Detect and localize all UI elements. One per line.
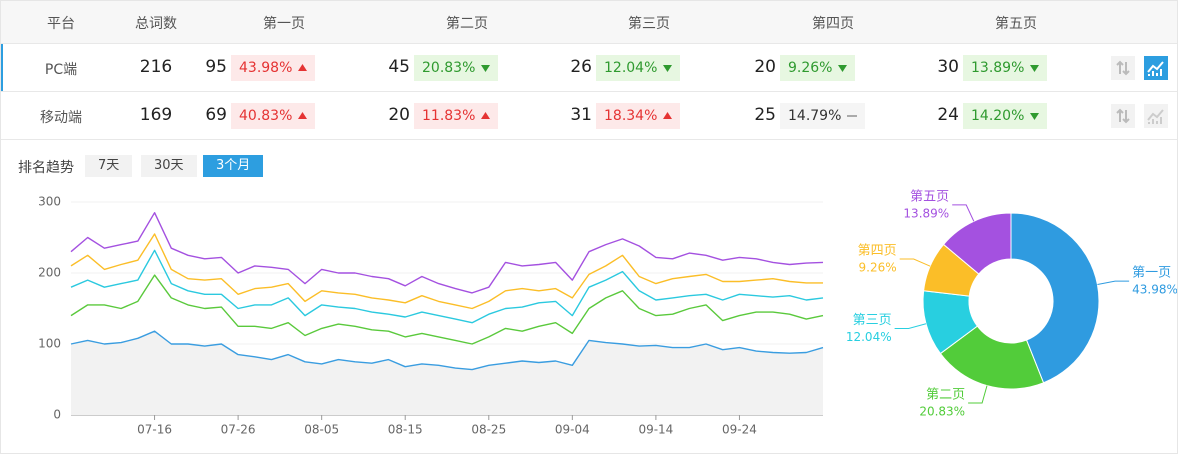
slice-label: 第四页 xyxy=(858,244,897,259)
y-tick-label: 300 xyxy=(38,195,61,209)
percent-text: 18.34% xyxy=(604,108,658,124)
page-percent: 11.83% xyxy=(414,103,499,129)
trend-label: 排名趋势 xyxy=(18,160,74,176)
line xyxy=(70,233,823,310)
x-tick-label: 08-25 xyxy=(471,423,506,437)
label-line xyxy=(952,204,975,222)
y-tick-label: 200 xyxy=(38,266,61,280)
column-header: 第三页 xyxy=(628,16,670,32)
slice-value: 13.89% xyxy=(903,206,949,220)
slice-label: 第五页 xyxy=(910,189,949,204)
percent-text: 20.83% xyxy=(422,60,476,76)
slice-label: 第一页 xyxy=(1132,266,1171,281)
sort-icon[interactable] xyxy=(1111,104,1135,128)
page-count: 45 xyxy=(388,57,410,77)
x-tick-label: 08-15 xyxy=(388,423,423,437)
table-header: 平台 总词数 第一页 第二页 第三页 第四页 第五页 xyxy=(1,1,1177,44)
trend-arrow xyxy=(292,108,308,124)
label-line xyxy=(894,323,927,329)
chart-icon[interactable] xyxy=(1144,56,1168,80)
platform: 移动端 xyxy=(40,110,82,126)
page-count: 24 xyxy=(937,105,959,125)
x-tick-label: 09-14 xyxy=(638,423,673,437)
page-count: 25 xyxy=(754,105,776,125)
trend-arrow xyxy=(1024,60,1040,76)
table-row[interactable]: PC端 216 95 43.98% 45 20.83% 26 12.04% 20 9.26% 30 1… xyxy=(1,44,1177,92)
chart-icon[interactable] xyxy=(1144,104,1168,128)
slice-value: 12.04% xyxy=(846,330,892,344)
label-line xyxy=(899,258,931,267)
label-line xyxy=(968,385,988,404)
page-count: 20 xyxy=(388,105,410,125)
line xyxy=(70,211,824,294)
range-tab[interactable]: 3个月 xyxy=(203,155,264,177)
percent-text: 13.89% xyxy=(971,60,1025,76)
sort-icon[interactable] xyxy=(1111,56,1135,80)
trend-arrow xyxy=(657,108,673,124)
line xyxy=(70,330,824,371)
x-tick-label: 08-05 xyxy=(304,423,339,437)
percent-text: 9.26% xyxy=(788,60,833,76)
page-percent: 12.04% xyxy=(596,55,681,81)
trend-arrow xyxy=(475,60,491,76)
table-row[interactable]: 移动端 169 69 40.83% 20 11.83% 31 18.34% 25 14.79% 24… xyxy=(1,92,1177,140)
page-count: 31 xyxy=(570,105,592,125)
page-count: 20 xyxy=(754,57,776,77)
page-count: 26 xyxy=(570,57,592,77)
slice-label: 第二页 xyxy=(926,387,965,402)
slice-value: 20.83% xyxy=(919,404,965,418)
x-tick-label: 07-16 xyxy=(137,423,172,437)
y-tick-label: 0 xyxy=(53,408,61,422)
range-tab[interactable]: 7天 xyxy=(85,155,133,177)
trend-arrow xyxy=(1024,108,1040,124)
slice-label: 第三页 xyxy=(853,313,892,328)
trend-arrow xyxy=(841,108,858,124)
page-count: 69 xyxy=(205,105,227,125)
range-tab[interactable]: 30天 xyxy=(141,155,197,177)
page-percent: 14.20% xyxy=(963,103,1048,129)
x-tick-label: 07-26 xyxy=(221,423,256,437)
platform: PC端 xyxy=(44,62,78,78)
trend-arrow xyxy=(475,108,491,124)
column-header: 平台 xyxy=(47,16,75,32)
slice-value: 9.26% xyxy=(859,261,897,275)
column-header: 第二页 xyxy=(446,16,488,32)
total: 216 xyxy=(139,57,173,77)
pie-slice xyxy=(1010,212,1100,384)
line xyxy=(70,274,824,345)
percent-text: 12.04% xyxy=(604,60,658,76)
label-line xyxy=(1097,280,1130,285)
page-percent: 13.89% xyxy=(963,55,1048,81)
page-count: 30 xyxy=(937,57,959,77)
x-tick-label: 09-04 xyxy=(555,423,590,437)
percent-text: 14.20% xyxy=(971,108,1025,124)
percent-text: 14.79% xyxy=(788,108,842,124)
page-percent: 20.83% xyxy=(414,55,499,81)
pie-slice xyxy=(942,212,1012,275)
percent-text: 43.98% xyxy=(239,60,293,76)
x-tick-label: 09-24 xyxy=(722,423,757,437)
area xyxy=(71,331,823,415)
percent-text: 40.83% xyxy=(239,108,293,124)
page-percent: 40.83% xyxy=(231,103,316,129)
page-percent: 9.26% xyxy=(780,55,856,81)
line xyxy=(70,249,824,324)
page-percent: 18.34% xyxy=(596,103,681,129)
trend-arrow xyxy=(292,60,308,76)
column-header: 第五页 xyxy=(995,16,1037,32)
column-header: 总词数 xyxy=(135,16,177,32)
page-percent: 14.79% xyxy=(780,103,866,129)
trend-arrow xyxy=(657,60,673,76)
page-percent: 43.98% xyxy=(231,55,316,81)
trend-arrow xyxy=(832,60,848,76)
slice-value: 43.98% xyxy=(1132,283,1177,297)
page-count: 95 xyxy=(205,57,227,77)
total: 169 xyxy=(139,105,173,125)
column-header: 第一页 xyxy=(263,16,305,32)
y-tick-label: 100 xyxy=(38,337,61,351)
column-header: 第四页 xyxy=(812,16,854,32)
percent-text: 11.83% xyxy=(422,108,476,124)
